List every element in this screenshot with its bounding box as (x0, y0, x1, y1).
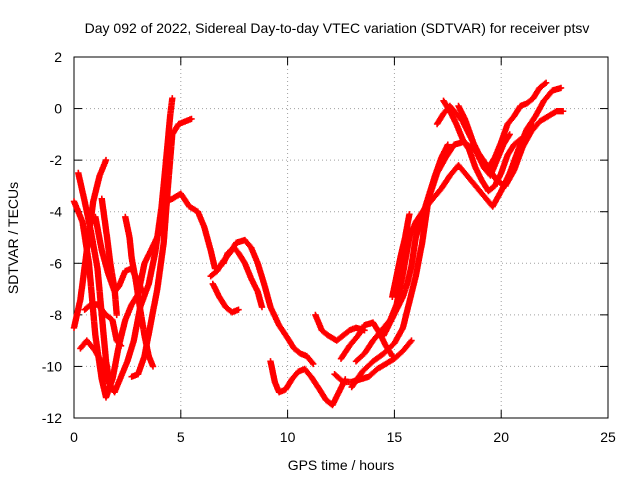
series-pass-8 (122, 213, 157, 370)
x-tick-label: 0 (70, 429, 78, 445)
x-tick-label: 5 (177, 429, 185, 445)
series-pass-14 (312, 311, 368, 344)
series-pass-13 (267, 358, 349, 409)
series-pass-17 (348, 108, 567, 391)
data-point-markers (389, 211, 413, 300)
series-pass-19 (380, 141, 451, 339)
axis-ticks (73, 56, 609, 419)
x-tick-label: 10 (280, 429, 296, 445)
data-point-markers (455, 102, 513, 179)
series-pass-9 (128, 115, 195, 380)
series-pass-7 (98, 195, 120, 319)
data-point-markers (209, 280, 242, 316)
x-tick-label: 20 (493, 429, 509, 445)
data-point-markers (220, 244, 266, 311)
series-pass-20 (389, 211, 413, 300)
x-tick-label: 15 (387, 429, 403, 445)
y-tick-label: 0 (54, 101, 62, 117)
data-point-markers (77, 95, 176, 396)
data-marks (70, 79, 567, 409)
x-tick-label: 25 (600, 429, 616, 445)
data-point-markers (98, 195, 120, 319)
y-axis-label: SDTVAR / TECUs (5, 182, 21, 294)
x-axis-label: GPS time / hours (288, 457, 395, 473)
data-point-markers (312, 311, 368, 344)
data-point-markers (128, 115, 195, 380)
series-pass-3 (75, 169, 114, 391)
y-tick-label: 2 (54, 49, 62, 65)
series-pass-23 (455, 102, 513, 179)
plot-frame (73, 56, 609, 419)
series-pass-4 (77, 95, 176, 396)
y-tick-label: -6 (50, 255, 63, 271)
data-point-markers (348, 108, 567, 391)
y-tick-labels: -12 -10 -8 -6 -4 -2 0 2 (42, 49, 62, 426)
chart-title: Day 092 of 2022, Sidereal Day-to-day VTE… (85, 20, 590, 36)
series-pass-12 (220, 244, 266, 311)
data-point-markers (380, 141, 451, 339)
y-tick-label: -8 (50, 307, 63, 323)
data-point-markers (122, 213, 157, 370)
series-pass-5 (81, 301, 125, 349)
y-tick-label: -4 (50, 204, 63, 220)
series-pass-11 (209, 280, 242, 316)
data-point-markers (440, 97, 537, 195)
series-pass-22 (440, 97, 537, 195)
data-point-markers (75, 169, 114, 391)
y-tick-label: -10 (42, 358, 62, 374)
data-point-markers (267, 358, 349, 409)
x-tick-labels: 0 5 10 15 20 25 (70, 429, 616, 445)
data-point-markers (81, 301, 125, 349)
y-tick-label: -12 (42, 410, 62, 426)
y-tick-label: -2 (50, 152, 63, 168)
